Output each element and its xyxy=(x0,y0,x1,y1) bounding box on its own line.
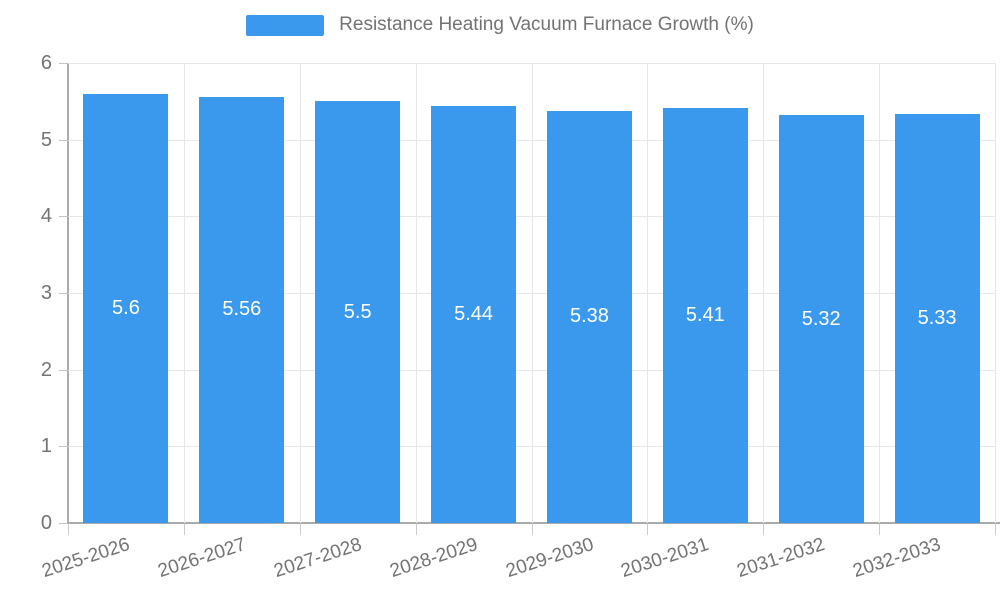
y-axis-tick xyxy=(59,369,67,371)
x-axis-tick-label: 2030-2031 xyxy=(618,534,712,583)
bar: 5.32 xyxy=(778,115,864,523)
bar: 5.41 xyxy=(662,108,748,523)
y-axis-tick-label: 4 xyxy=(40,205,52,228)
x-axis-tick-label: 2032-2033 xyxy=(850,534,944,583)
x-axis-tick xyxy=(68,524,69,535)
gridline-vertical xyxy=(415,63,417,523)
bar-value-label: 5.41 xyxy=(685,304,725,327)
plot-area: 5.6 5.56 5.5 5.44 5.38 5.41 5.32 5.33 xyxy=(59,63,1000,535)
y-axis-tick-label: 0 xyxy=(40,512,52,534)
x-axis-tick-label: 2026-2027 xyxy=(155,534,249,583)
x-axis-tick xyxy=(879,524,881,535)
y-axis-tick xyxy=(59,523,67,524)
bar: 5.6 xyxy=(83,93,169,523)
x-axis-line xyxy=(67,522,1000,524)
y-axis-tick xyxy=(59,139,67,141)
y-axis-tick xyxy=(59,293,67,294)
x-axis-tick xyxy=(531,524,533,535)
x-axis-tick xyxy=(183,524,185,535)
bar: 5.33 xyxy=(894,114,980,523)
x-axis-tick-label: 2025-2026 xyxy=(39,534,133,583)
bar-value-label: 5.38 xyxy=(569,305,609,328)
gridline-vertical xyxy=(879,63,881,523)
legend-label: Resistance Heating Vacuum Furnace Growth… xyxy=(339,14,754,35)
x-axis-tick xyxy=(299,524,301,535)
bar-value-label: 5.44 xyxy=(454,302,494,325)
y-axis-tick xyxy=(59,446,67,448)
x-axis-tick-label: 2029-2030 xyxy=(503,534,596,583)
x-axis-tick xyxy=(995,524,996,535)
gridline-vertical xyxy=(531,63,533,523)
chart-legend[interactable]: Resistance Heating Vacuum Furnace Growth… xyxy=(0,14,1000,36)
x-axis-tick-label: 2027-2028 xyxy=(271,534,365,583)
bar: 5.38 xyxy=(546,110,632,523)
gridline-vertical xyxy=(995,63,996,523)
bar: 5.44 xyxy=(431,105,517,523)
bar-value-label: 5.33 xyxy=(917,307,957,330)
x-axis-tick xyxy=(415,524,417,535)
legend-swatch xyxy=(246,14,325,36)
bar-value-label: 5.32 xyxy=(801,307,841,330)
y-axis-tick-label: 2 xyxy=(40,358,52,381)
y-axis-tick-label: 6 xyxy=(40,52,52,74)
x-axis-tick xyxy=(763,524,765,535)
y-axis-tick-label: 3 xyxy=(40,282,52,304)
bar-value-label: 5.5 xyxy=(343,300,372,323)
bar-value-label: 5.56 xyxy=(222,298,262,321)
x-axis-tick xyxy=(647,524,649,535)
x-axis-tick-label: 2028-2029 xyxy=(387,534,481,583)
gridline-vertical xyxy=(183,63,185,523)
gridline-vertical xyxy=(763,63,765,523)
bar-value-label: 5.6 xyxy=(112,296,140,319)
gridline-vertical xyxy=(647,63,649,523)
bar: 5.56 xyxy=(199,96,285,523)
bar: 5.5 xyxy=(315,101,401,523)
y-axis-tick xyxy=(59,216,67,218)
y-axis-tick xyxy=(59,63,67,64)
y-axis-tick-label: 1 xyxy=(40,435,52,458)
y-axis-tick-label: 5 xyxy=(40,128,52,151)
gridline-vertical xyxy=(299,63,301,523)
x-axis-tick-label: 2031-2032 xyxy=(734,534,828,583)
